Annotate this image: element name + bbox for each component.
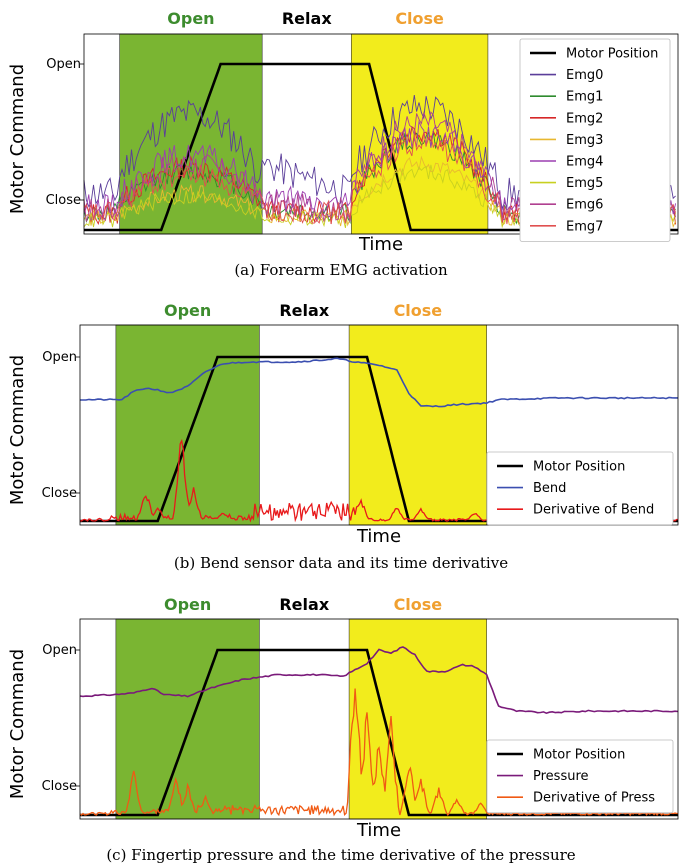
legend-label: Bend [533,481,566,496]
legend-label: Pressure [533,769,589,784]
y-tick-label: Open [42,350,77,365]
figure-caption: (c) Fingertip pressure and the time deri… [106,846,575,864]
x-axis-title: Time [356,526,401,547]
phase-label-open: Open [164,595,211,614]
legend-label: Emg1 [566,90,603,105]
legend-label: Derivative of Bend [533,503,654,518]
legend-label: Emg3 [566,133,603,148]
legend-label: Emg6 [566,198,603,213]
legend-label: Motor Position [566,47,658,62]
phase-label-close: Close [394,301,443,320]
legend: Motor Position Emg0 Emg1 Emg2 Emg3 Emg4 Emg5 Em… [520,39,670,241]
chart-panel: Open Relax Close Open Close Motor Command Time… [7,9,678,279]
legend-label: Emg7 [566,219,603,234]
legend-label: Derivative of Press [533,791,655,806]
legend: Motor Position Bend Derivative of Bend [487,452,673,525]
figure-caption: (a) Forearm EMG activation [234,261,448,279]
y-axis-title: Motor Command [7,649,28,799]
legend-label: Emg5 [566,176,603,191]
chart-panel: Open Relax Close Open Close Motor Command Time… [7,301,678,572]
legend-label: Emg2 [566,111,603,126]
y-axis-title: Motor Command [7,355,28,505]
y-tick-label: Close [42,779,77,794]
phase-label-close: Close [394,595,443,614]
phase-region-close [349,619,487,819]
phase-label-open: Open [167,9,214,28]
phase-label-relax: Relax [282,9,332,28]
figure-caption: (b) Bend sensor data and its time deriva… [174,554,508,572]
legend-label: Motor Position [533,460,625,475]
x-axis-title: Time [358,234,403,255]
x-axis-title: Time [356,820,401,841]
legend-label: Motor Position [533,748,625,763]
y-tick-label: Open [42,643,77,658]
legend-label: Emg4 [566,155,603,170]
phase-label-close: Close [395,9,444,28]
phase-label-relax: Relax [279,301,329,320]
legend-label: Emg0 [566,68,603,83]
phase-label-relax: Relax [279,595,329,614]
y-tick-label: Close [46,193,81,208]
y-axis-title: Motor Command [7,64,28,214]
phase-label-open: Open [164,301,211,320]
y-tick-label: Close [42,486,77,501]
phase-region-close [349,325,487,525]
y-tick-label: Open [46,57,81,72]
phase-region-close [351,34,488,234]
legend: Motor Position Pressure Derivative of Pres… [487,740,673,813]
chart-panel: Open Relax Close Open Close Motor Command Time… [7,595,678,864]
